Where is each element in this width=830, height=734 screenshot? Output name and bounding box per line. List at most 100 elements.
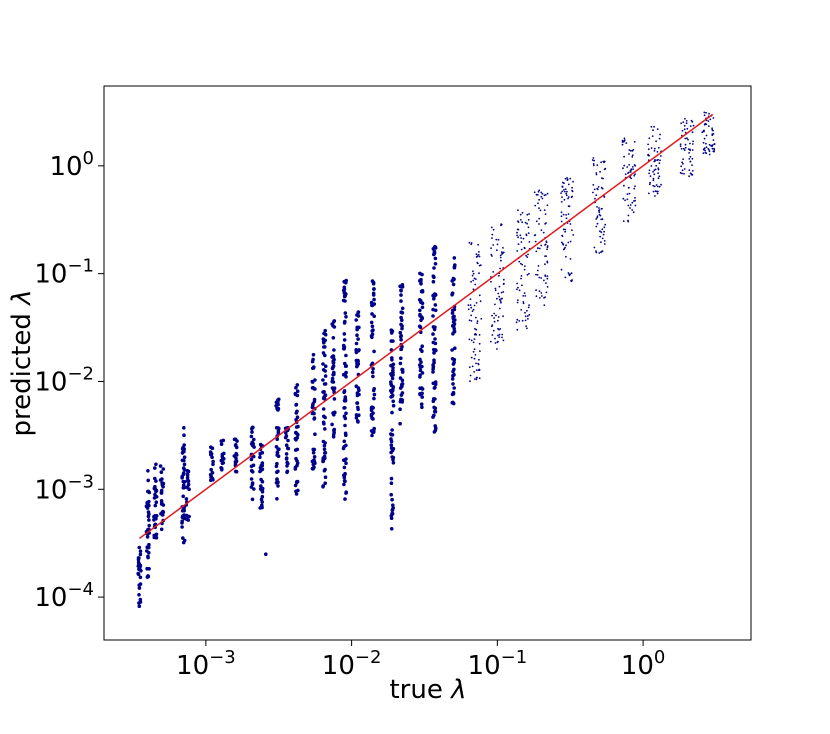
data-point [322,447,327,452]
data-point [702,148,705,151]
data-point [234,469,239,474]
data-point [502,339,505,342]
data-point [138,552,143,557]
data-point [502,278,505,281]
data-point [391,503,395,508]
data-point [181,479,186,484]
data-point [472,270,474,273]
data-point [538,217,541,220]
data-point [658,137,661,140]
data-point [137,556,141,560]
data-point [497,292,500,295]
data-point [652,177,655,180]
data-point [655,184,658,186]
data-point [688,175,690,178]
data-point [433,385,437,390]
data-point [603,230,605,233]
data-point [450,348,454,352]
data-points [136,111,716,608]
data-point [496,297,498,300]
data-point [343,431,348,436]
data-point [420,288,425,293]
data-point [632,148,635,151]
data-point [536,194,539,196]
data-point [275,437,280,442]
data-point [478,334,481,336]
data-point [342,338,347,342]
data-point [567,183,570,186]
data-point [342,465,347,470]
x-axis-label: true λ [389,675,466,705]
data-point [390,508,395,512]
data-point [391,458,395,462]
data-point [599,170,601,173]
data-point [523,246,526,249]
data-point [629,204,632,206]
data-point [474,283,477,286]
y-tick-label: 10−4 [34,579,94,613]
data-point [451,332,455,336]
data-point [478,255,481,258]
data-point [275,450,280,455]
data-point [342,445,346,449]
data-point [343,479,347,484]
data-point [500,291,503,294]
data-point [260,500,265,504]
data-point [591,159,594,161]
data-point [516,282,518,285]
data-point [311,366,316,370]
data-point [652,184,655,187]
data-point [538,276,541,279]
data-point [323,427,327,431]
data-point [684,143,687,146]
data-point [520,275,523,277]
data-point [711,134,714,137]
data-point [478,264,481,267]
data-point [342,332,347,336]
data-point [494,287,497,290]
data-point [313,378,317,382]
data-point [628,192,631,195]
data-point [633,174,636,177]
data-point [538,297,541,299]
data-point [473,357,476,360]
data-point [344,411,348,416]
data-point [161,481,166,486]
data-point [181,494,185,499]
data-point [567,241,570,244]
data-point [495,238,498,241]
data-point [371,293,376,297]
data-point [147,518,151,522]
data-point [478,377,481,380]
data-point [596,216,599,219]
data-point [357,413,361,418]
data-point [321,378,325,382]
data-point [653,160,656,163]
data-point [185,468,190,473]
data-point [182,538,187,543]
data-point [354,415,359,420]
data-point [564,246,566,249]
data-point [681,161,683,164]
data-point [648,172,650,175]
data-point [526,273,529,276]
data-point [560,201,563,203]
data-point [657,167,660,170]
data-point [711,127,713,130]
data-point [371,367,375,371]
data-point [689,172,692,175]
data-point [564,228,567,231]
data-point [398,386,403,390]
data-point [518,320,521,322]
data-point [158,464,163,468]
data-point [252,487,256,491]
data-point [312,417,317,421]
data-point [528,314,531,316]
data-point [323,328,328,333]
data-point [475,316,477,319]
data-point [154,535,159,540]
data-point [322,345,326,349]
data-point [391,385,396,389]
data-point [433,293,438,297]
data-point [541,197,544,200]
